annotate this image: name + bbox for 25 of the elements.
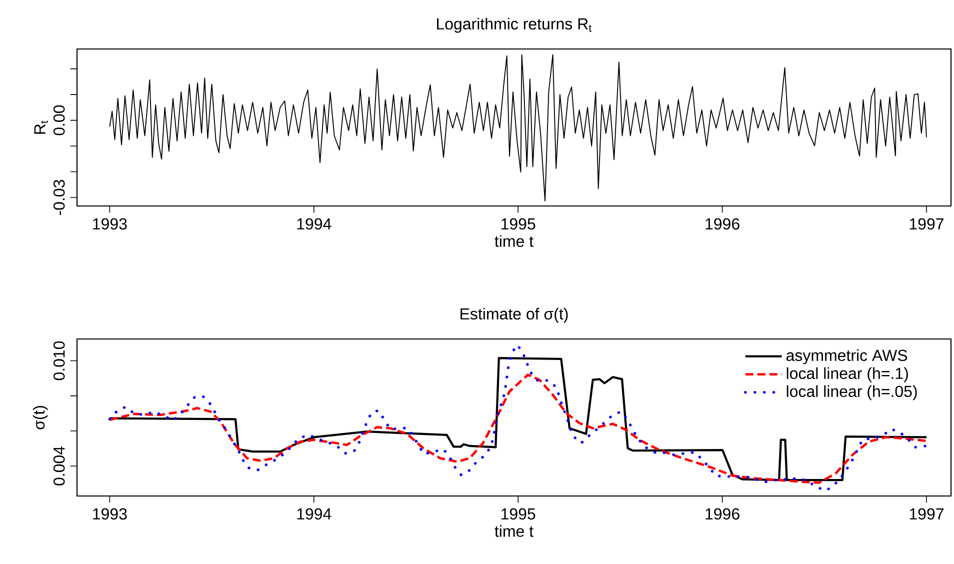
x-tick-label: 1996 (706, 218, 740, 230)
y-tick-label: 0.00 (53, 105, 65, 136)
x-tick-label: 1994 (297, 508, 332, 520)
legend-label: asymmetric AWS (786, 349, 908, 364)
x-axis-title: time t (494, 525, 534, 537)
x-tick-label: 1997 (910, 218, 944, 230)
y-axis-title: σ(t) (32, 406, 48, 430)
x-tick-label: 1995 (502, 218, 536, 230)
x-tick-label: 1996 (706, 508, 740, 520)
x-tick-label: 1997 (910, 508, 944, 520)
line-series (108, 343, 927, 492)
legend-label: local linear (h=.1) (786, 367, 908, 382)
x-tick-label: 1993 (93, 218, 127, 230)
y-axis-title: R$_{t}$ (34, 120, 48, 134)
chart-title: Estimate of σ(t) (460, 308, 568, 323)
y-tick-label: 0.010 (53, 341, 65, 380)
y-tick-label: 0.004 (53, 446, 65, 486)
x-tick-label: 1995 (502, 508, 536, 520)
x-axis-title: time t (494, 235, 534, 247)
line-series (109, 54, 927, 202)
x-tick-label: 1993 (93, 508, 127, 520)
y-tick-label: -0.03 (53, 180, 65, 216)
chart-title: Logarithmic returns R$_{t}$ (437, 18, 592, 33)
x-tick-label: 1994 (297, 218, 332, 230)
legend-label: local linear (h=.05) (786, 385, 917, 400)
